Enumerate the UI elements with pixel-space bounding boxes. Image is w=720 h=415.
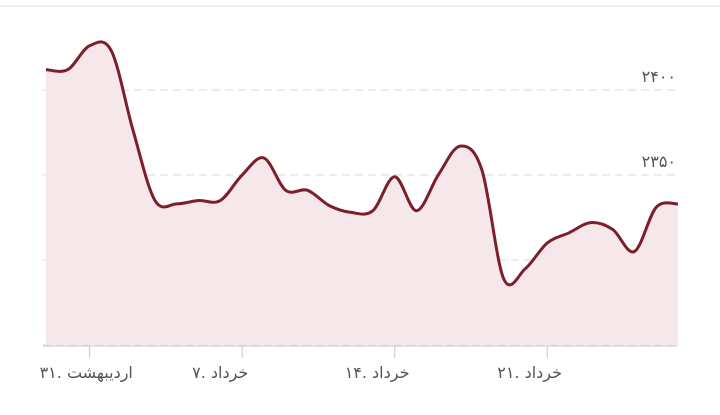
line: [45, 40, 679, 287]
y-tick-label: ۲۴۰۰: [642, 67, 676, 86]
x-tick-label: ۳۱. اردیبهشت: [40, 363, 133, 383]
y-tick-label: ۲۳۵۰: [642, 152, 676, 171]
x-tick-label: ۲۱. خرداد: [497, 363, 562, 383]
area-fill: [46, 41, 678, 346]
x-tick-label: ۷. خرداد: [192, 363, 248, 383]
x-tick-label: ۱۴. خرداد: [345, 363, 410, 383]
